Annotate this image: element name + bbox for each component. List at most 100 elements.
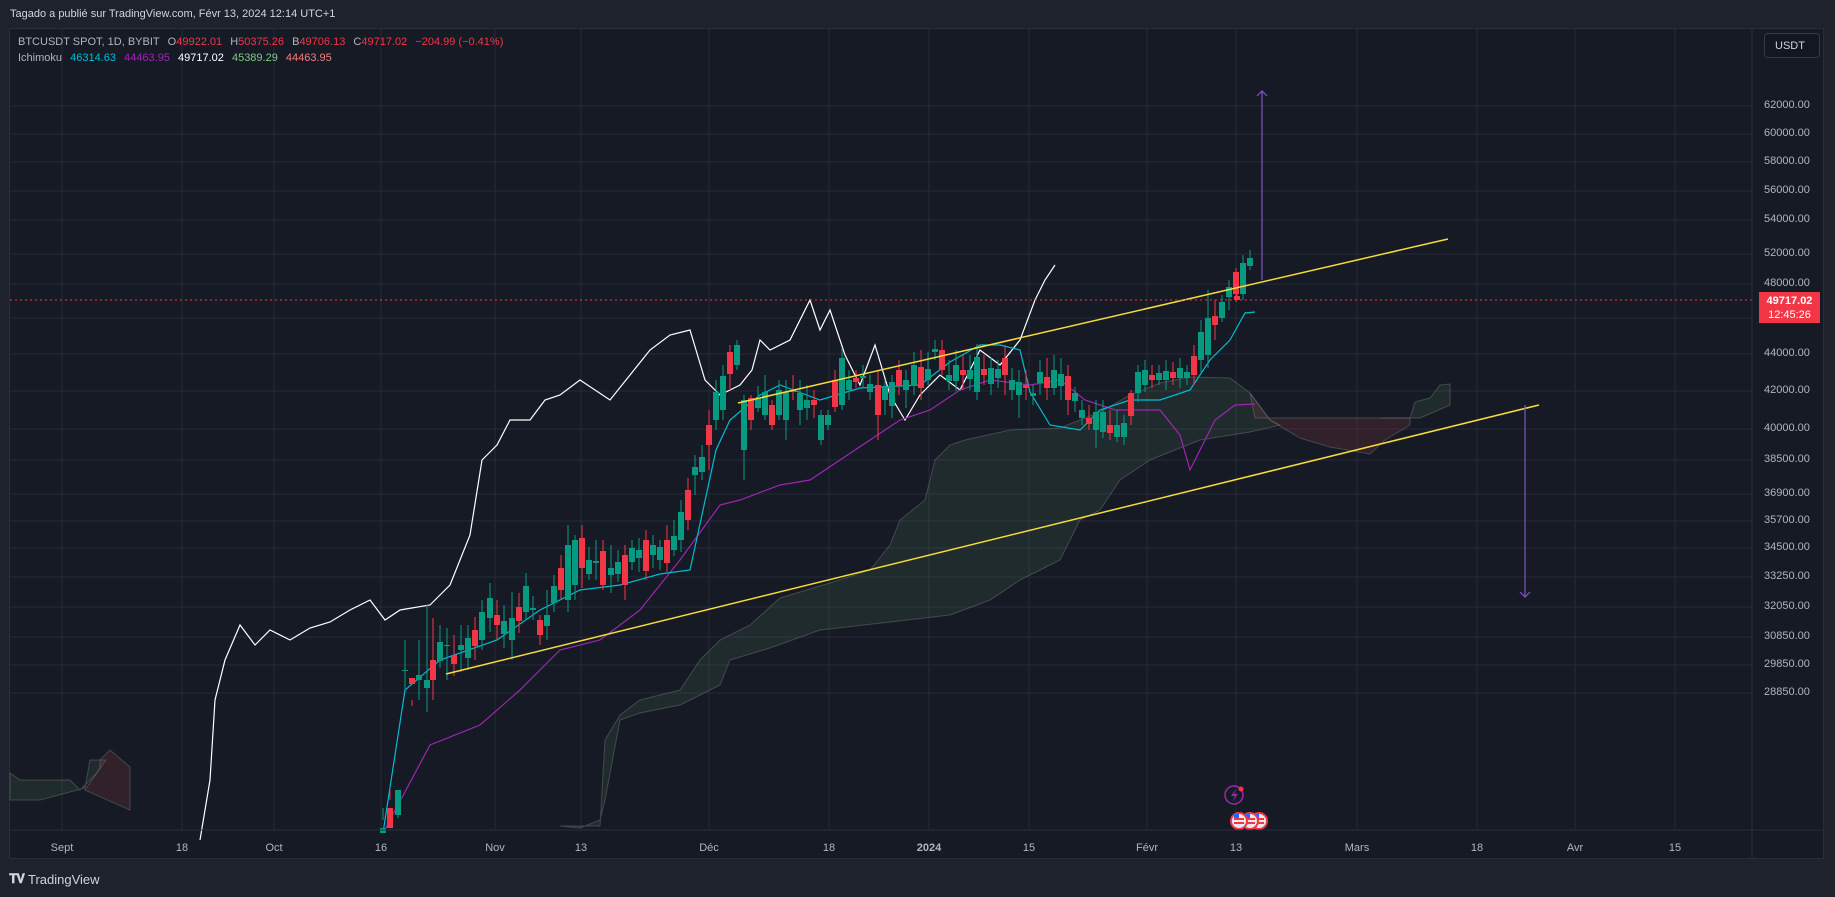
symbol-label[interactable]: BTCUSDT SPOT, 1D, BYBIT [18, 36, 160, 48]
candle-body [748, 398, 754, 420]
time-tick-label: Sept [50, 842, 74, 854]
published-by: Tagado a publié sur TradingView.com, Fév… [10, 8, 336, 20]
candle-body [755, 398, 761, 408]
candle-body [1233, 272, 1239, 294]
candle-body [1156, 373, 1162, 380]
candle-body [741, 400, 747, 450]
tenkan-sen-line [382, 311, 1256, 834]
kumo-bull-main [559, 376, 1282, 829]
brand-name: TradingView [28, 871, 100, 887]
candle-body [572, 540, 578, 585]
candle-body [565, 545, 571, 600]
candle-body [1079, 410, 1085, 418]
indicator-legend-row[interactable]: Ichimoku 46314.63 44463.95 49717.02 4538… [18, 50, 508, 66]
candle-body [1219, 302, 1225, 318]
candle-body [600, 551, 606, 585]
candle-body [629, 548, 635, 562]
candle-body [1198, 332, 1204, 360]
price-tick-label: 28850.00 [1764, 686, 1810, 698]
price-tick-label: 36900.00 [1764, 487, 1810, 499]
candle-body [953, 365, 959, 381]
candle-body [797, 393, 803, 410]
candle-body [699, 457, 705, 472]
tradingview-logo[interactable]: 𝐓𝐕 TradingView [9, 871, 100, 887]
price-tick-label: 44000.00 [1764, 347, 1810, 359]
kumo-bear-left [84, 749, 131, 811]
candle-body [860, 376, 866, 378]
candle-body [537, 620, 543, 635]
candle-body [1142, 370, 1148, 385]
price-tick-label: 54000.00 [1764, 213, 1810, 225]
flag-canton [1245, 814, 1250, 818]
candle-body [402, 670, 408, 671]
candle-body [1072, 393, 1078, 401]
flag-stripe [1254, 822, 1264, 824]
candle-body [1037, 372, 1043, 383]
flag-canton [1234, 814, 1239, 818]
candle-body [960, 370, 966, 375]
candle-body [769, 405, 775, 425]
candle-body [615, 562, 621, 574]
currency-button[interactable]: USDT [1764, 33, 1820, 58]
candle-body [1009, 380, 1015, 390]
candle-body [1114, 425, 1120, 437]
price-tick-label: 48000.00 [1764, 277, 1810, 289]
price-tick-label: 42000.00 [1764, 384, 1810, 396]
lightning-event-icon[interactable] [1224, 785, 1244, 805]
candle-body [465, 638, 471, 658]
tradingview-logo-icon: 𝐓𝐕 [9, 871, 25, 886]
candle-body [734, 345, 740, 365]
candle-body [424, 680, 430, 688]
price-tick-label: 60000.00 [1764, 127, 1810, 139]
kumo-bull-left [9, 759, 107, 801]
chikou-value: 49717.02 [178, 52, 224, 64]
candle-body [939, 350, 945, 370]
candle-body [636, 550, 642, 558]
candle-body [903, 380, 909, 390]
change-value: −204.99 (−0.41%) [415, 36, 504, 48]
candle-body [981, 369, 987, 375]
last-price-label: 49717.02 12:45:26 [1759, 292, 1820, 323]
chart-pane[interactable] [9, 28, 1824, 859]
candle-body [1100, 412, 1106, 432]
last-price-value: 49717.02 [1766, 295, 1813, 307]
time-tick-label: 18 [175, 842, 189, 854]
kumo-bear-right [1249, 392, 1411, 455]
candle-body [1107, 425, 1113, 433]
time-tick-label: 13 [574, 842, 588, 854]
candle-body [501, 621, 507, 634]
candle-body [818, 415, 824, 440]
candle-body [967, 370, 973, 379]
candle-body [776, 390, 782, 415]
indicator-name[interactable]: Ichimoku [18, 52, 63, 64]
kijun-sen-line [382, 379, 1256, 834]
candle-body [509, 618, 515, 640]
candle-body [946, 375, 952, 381]
bar-countdown: 12:45:26 [1768, 309, 1811, 321]
open-value: 49922.01 [176, 36, 223, 48]
candle-body [416, 675, 422, 680]
current-candle-body [1234, 296, 1240, 300]
time-tick-label: Déc [699, 842, 719, 854]
price-tick-label: 38500.00 [1764, 453, 1810, 465]
kijun-value: 44463.95 [124, 52, 170, 64]
candle-body [1044, 377, 1050, 388]
candle-body [1065, 376, 1071, 400]
candle-body [685, 490, 691, 520]
candle-body [727, 352, 733, 374]
candle-body [487, 598, 493, 618]
candle-body [451, 655, 457, 664]
candle-body [409, 678, 415, 684]
time-tick-label: 13 [1229, 842, 1243, 854]
candle-body [579, 538, 585, 568]
candle-body [867, 384, 873, 392]
ohlc-legend-row[interactable]: BTCUSDT SPOT, 1D, BYBIT O49922.01 H50375… [18, 36, 504, 48]
candle-body [846, 380, 852, 390]
candle-body [882, 387, 888, 400]
candle-body [1023, 385, 1029, 388]
notification-dot [1238, 786, 1244, 792]
candle-body [783, 392, 789, 420]
candle-body [896, 370, 902, 386]
candle-body [762, 392, 768, 415]
